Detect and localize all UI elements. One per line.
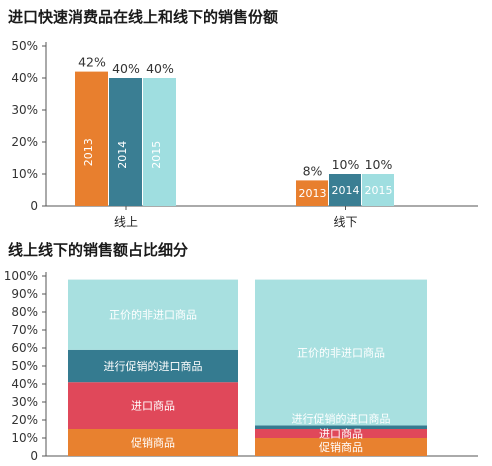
chart1-bar-year-label: 2014 [332,184,360,197]
chart1-data-label: 40% [112,61,140,76]
chart1-y-tick-label: 50% [11,39,38,53]
chart2-segment-label: 促销商品 [319,440,363,454]
chart1-bar [109,78,142,206]
chart2-segment [68,349,238,383]
chart1-bar [75,71,108,206]
chart2-plot: 010%20%30%40%50%60%70%80%90%100%促销商品进口商品… [4,269,478,463]
chart1-category-label: 线下 [333,215,357,229]
chart2-segment-label: 进行促销的进口商品 [292,411,391,425]
chart2-y-tick-label: 90% [11,287,38,301]
chart1-y-tick-label: 0 [30,199,38,213]
chart1-data-label: 10% [332,157,360,172]
chart2-y-tick-label: 0 [30,449,38,463]
chart1-bar [296,180,328,206]
chart2-y-tick-label: 40% [11,377,38,391]
chart2-segment [255,438,427,456]
chart2-segment-label: 正价的非进口商品 [297,346,385,360]
chart1-bar-year-label: 2013 [299,187,327,200]
chart1-y-tick-label: 30% [11,103,38,117]
chart2-y-tick-label: 100% [4,269,38,283]
chart1-category-label: 线上 [114,215,138,229]
chart2-segment [68,429,238,456]
chart1-bar-year-label: 2013 [82,138,95,166]
chart1-data-label: 40% [146,61,174,76]
chart1-bar [329,174,361,206]
chart1-y-tick-label: 20% [11,135,38,149]
chart2-segment [255,425,427,429]
chart1-bar [143,78,176,206]
chart1-data-label: 10% [365,157,393,172]
chart2-segment-label: 促销商品 [131,436,175,450]
chart1-y-tick-label: 40% [11,71,38,85]
chart2-segment-label: 进口商品 [319,427,363,441]
chart1-title: 进口快速消费品在线上和线下的销售份额 [8,8,278,26]
chart2-y-tick-label: 20% [11,413,38,427]
chart1-data-label: 42% [78,55,106,70]
chart2-y-tick-label: 80% [11,305,38,319]
chart1-data-label: 8% [303,163,323,178]
chart2-title: 线上线下的销售额占比细分 [8,241,188,259]
chart1-y-tick-label: 10% [11,167,38,181]
chart2-y-tick-label: 30% [11,395,38,409]
chart2-segment-label: 正价的非进口商品 [109,308,197,322]
chart1-bar-year-label: 2015 [150,141,163,169]
chart1-bar-year-label: 2015 [365,184,393,197]
chart2-y-tick-label: 10% [11,431,38,445]
chart1-bar [362,174,394,206]
chart2-segment [68,382,238,429]
chart1-bar-year-label: 2014 [116,141,129,169]
chart1-plot: 0 10% 20% 30% 40% 50% 42% 2013 40% 2014 40% 2015 线上 8… [11,39,478,229]
chart2-segment-label: 进口商品 [131,399,175,413]
chart2-y-tick-label: 60% [11,341,38,355]
chart2-segment [255,279,427,426]
chart2-y-tick-label: 70% [11,323,38,337]
chart2-y-tick-label: 50% [11,359,38,373]
chart2-segment [255,429,427,438]
chart2-segment [68,279,238,350]
chart2-segment-label: 进行促销的进口商品 [104,359,203,373]
